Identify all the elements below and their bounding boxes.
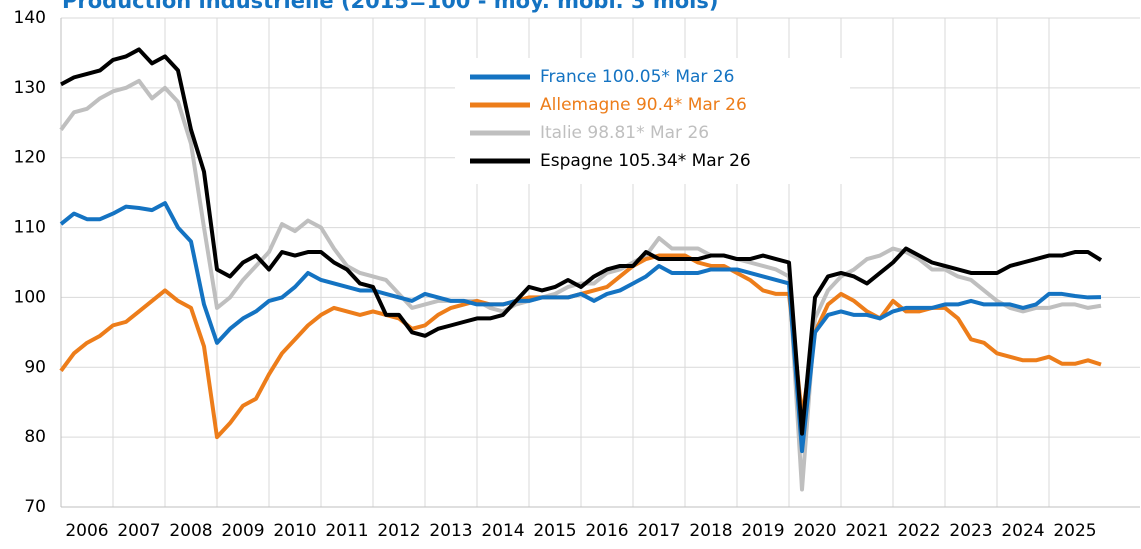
legend-label: France 100.05* Mar 26 xyxy=(540,67,734,87)
x-tick-label: 2011 xyxy=(325,521,368,541)
x-tick-label: 2021 xyxy=(845,521,888,541)
x-tick-label: 2016 xyxy=(585,521,628,541)
x-tick-label: 2009 xyxy=(221,521,264,541)
y-tick-label: 120 xyxy=(14,148,46,168)
chart-title: Production industrielle (2015=100 - moy.… xyxy=(62,0,718,13)
series-line xyxy=(60,47,1103,436)
x-tick-label: 2018 xyxy=(689,521,732,541)
x-tick-label: 2022 xyxy=(897,521,940,541)
x-tick-label: 2017 xyxy=(637,521,680,541)
y-tick-label: 80 xyxy=(24,427,46,447)
x-tick-label: 2025 xyxy=(1053,521,1096,541)
x-tick-label: 2023 xyxy=(949,521,992,541)
legend-label: Italie 98.81* Mar 26 xyxy=(540,123,709,143)
y-tick-label: 90 xyxy=(24,357,46,377)
x-tick-label: 2015 xyxy=(533,521,576,541)
y-tick-label: 70 xyxy=(24,497,46,517)
x-tick-label: 2020 xyxy=(793,521,836,541)
series-line xyxy=(59,201,1102,454)
x-tick-label: 2014 xyxy=(481,521,524,541)
x-tick-label: 2024 xyxy=(1001,521,1044,541)
x-tick-label: 2006 xyxy=(65,521,108,541)
legend-label: Allemagne 90.4* Mar 26 xyxy=(540,95,747,115)
y-tick-label: 130 xyxy=(14,78,46,98)
x-tick-label: 2007 xyxy=(117,521,160,541)
series-line xyxy=(59,78,1102,492)
legend-label: Espagne 105.34* Mar 26 xyxy=(540,151,751,171)
x-tick-label: 2013 xyxy=(429,521,472,541)
y-tick-label: 140 xyxy=(14,8,46,28)
x-tick-label: 2019 xyxy=(741,521,784,541)
x-tick-label: 2010 xyxy=(273,521,316,541)
y-tick-label: 100 xyxy=(14,287,46,307)
x-tick-label: 2012 xyxy=(377,521,420,541)
x-tick-label: 2008 xyxy=(169,521,212,541)
y-tick-label: 110 xyxy=(14,218,46,238)
